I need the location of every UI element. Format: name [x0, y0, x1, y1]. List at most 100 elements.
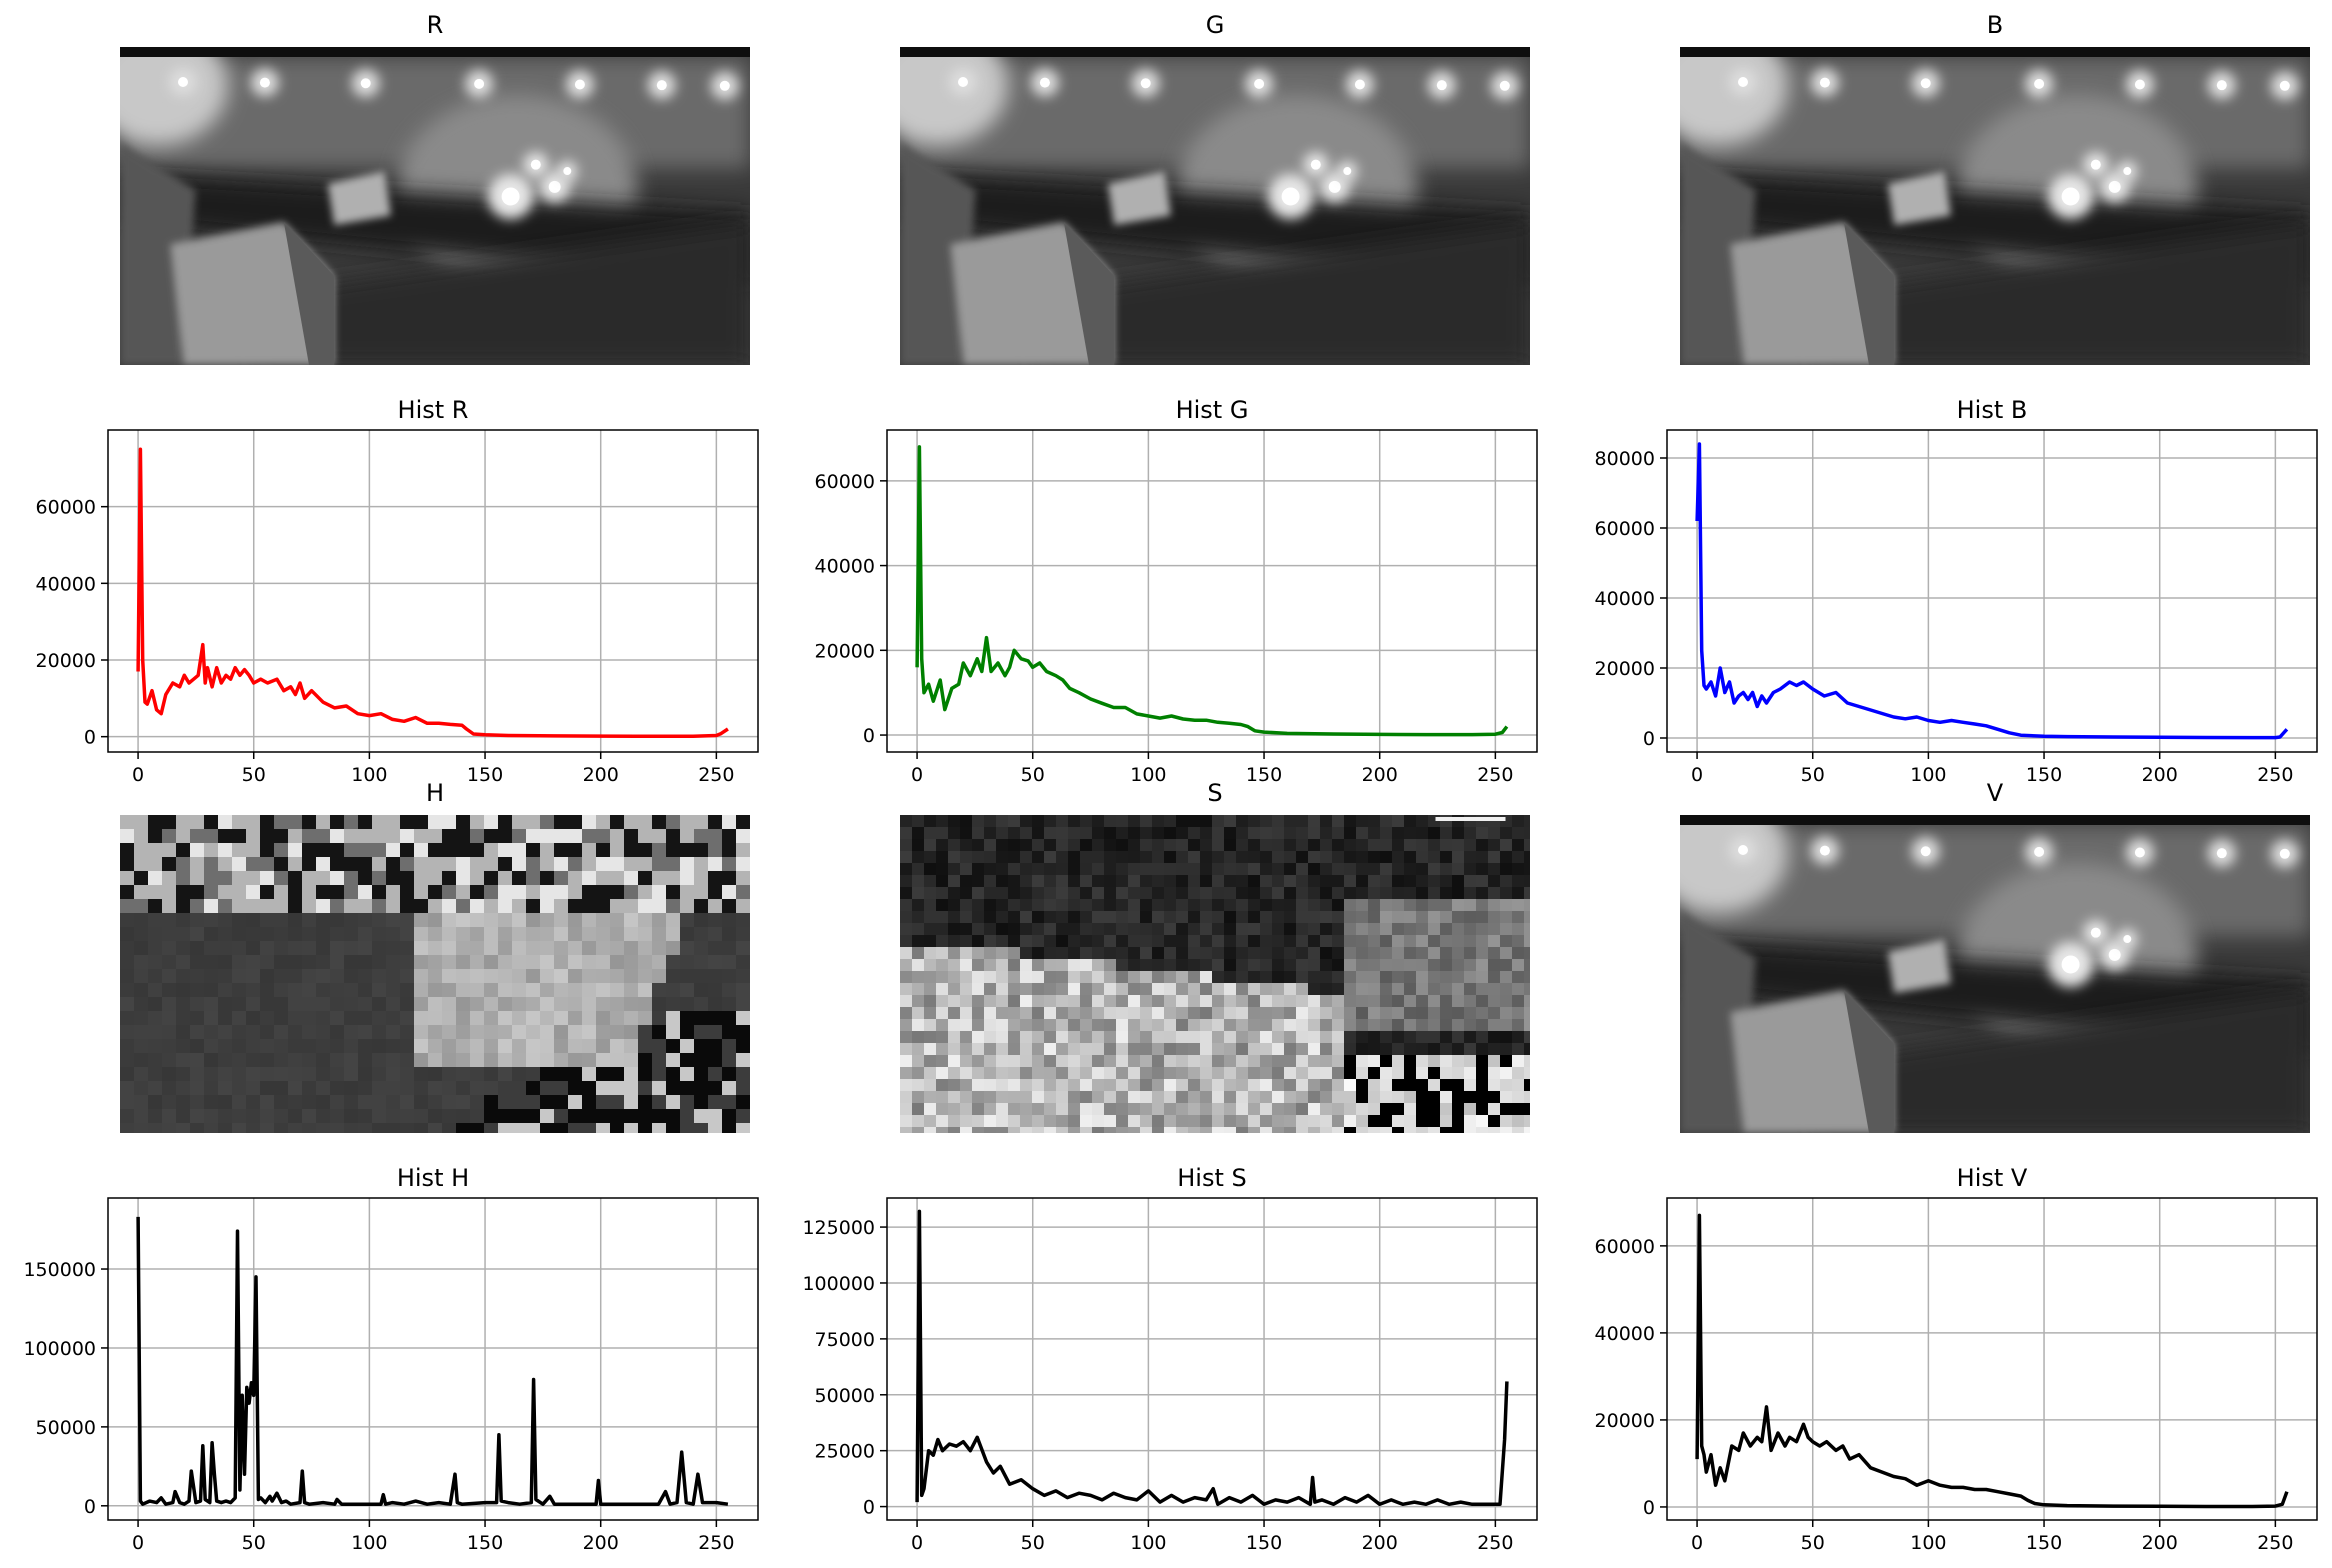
chart-title: Hist H — [397, 1164, 469, 1192]
x-tick-label: 200 — [2142, 764, 2178, 786]
x-tick-label: 150 — [1246, 1532, 1282, 1554]
y-tick-label: 0 — [84, 1496, 96, 1518]
x-tick-label: 150 — [467, 1532, 503, 1554]
axes-frame — [1666, 429, 2318, 753]
panel-g-image: G — [900, 11, 1530, 365]
y-tick-label: 40000 — [1595, 588, 1655, 610]
y-tick-label: 25000 — [815, 1441, 875, 1463]
panel-title: R — [427, 11, 444, 39]
panel-hist-b-chart: Hist B 0 50 100 150 200 250 0 20000 40000 60000 800… — [1595, 396, 2318, 786]
y-tick-label: 0 — [863, 725, 875, 747]
x-tick-label: 50 — [1021, 764, 1045, 786]
y-tick-label: 50000 — [815, 1385, 875, 1407]
panel-title: B — [1987, 11, 2003, 39]
y-tick-label: 0 — [1643, 1497, 1655, 1519]
x-tick-label: 100 — [1910, 1532, 1946, 1554]
panel-title: S — [1207, 779, 1222, 807]
panel-title: H — [426, 779, 444, 807]
chart-title: Hist B — [1957, 396, 2028, 424]
x-tick-label: 250 — [1477, 1532, 1513, 1554]
y-tick-label: 20000 — [1595, 658, 1655, 680]
axes-frame — [886, 429, 1538, 753]
x-tick-label: 250 — [698, 1532, 734, 1554]
axes-frame — [886, 1197, 1538, 1521]
y-tick-label: 50000 — [36, 1417, 96, 1439]
panel-b-image: B — [1680, 11, 2310, 365]
scene-b-image — [1680, 47, 2310, 365]
y-tick-label: 80000 — [1595, 448, 1655, 470]
chart-title: Hist V — [1957, 1164, 2028, 1192]
histogram-line-0 — [1695, 442, 2289, 740]
histogram-line-0 — [136, 1216, 729, 1506]
histogram-line-0 — [915, 1209, 1509, 1507]
panel-v-image: V — [1680, 779, 2310, 1133]
x-tick-label: 200 — [1362, 1532, 1398, 1554]
x-tick-label: 250 — [2257, 1532, 2293, 1554]
axes-frame — [1666, 1197, 2318, 1521]
x-tick-label: 150 — [1246, 764, 1282, 786]
y-tick-label: 150000 — [23, 1259, 96, 1281]
x-tick-label: 50 — [242, 1532, 266, 1554]
y-tick-label: 20000 — [36, 650, 96, 672]
panel-title: V — [1987, 779, 2004, 807]
x-tick-label: 0 — [911, 764, 923, 786]
panel-r-image: R — [120, 11, 750, 365]
histogram-line-0 — [915, 445, 1509, 737]
scene-v-image — [1680, 815, 2310, 1133]
chart-title: Hist R — [398, 396, 469, 424]
x-tick-label: 200 — [2142, 1532, 2178, 1554]
x-tick-label: 100 — [1910, 764, 1946, 786]
y-tick-label: 40000 — [1595, 1323, 1655, 1345]
x-tick-label: 200 — [583, 1532, 619, 1554]
x-tick-label: 250 — [698, 764, 734, 786]
x-tick-label: 100 — [1130, 1532, 1166, 1554]
x-tick-label: 0 — [132, 764, 144, 786]
saturation-channel-image — [900, 815, 1530, 1133]
histogram-line-0 — [1695, 1213, 2289, 1509]
panel-hist-r-chart: Hist R 0 50 100 150 200 250 0 20000 40000 60000 — [36, 396, 759, 786]
chart-title: Hist S — [1177, 1164, 1247, 1192]
x-tick-label: 50 — [1021, 1532, 1045, 1554]
x-tick-label: 50 — [242, 764, 266, 786]
panel-h-image: H — [120, 779, 750, 1133]
axes-frame — [107, 1197, 759, 1521]
scene-g-image — [900, 47, 1530, 365]
x-tick-label: 150 — [2026, 764, 2062, 786]
y-tick-label: 0 — [84, 727, 96, 749]
x-tick-label: 250 — [1477, 764, 1513, 786]
axes-frame — [107, 429, 759, 753]
y-tick-label: 20000 — [1595, 1410, 1655, 1432]
hue-channel-image — [120, 815, 750, 1133]
x-tick-label: 0 — [911, 1532, 923, 1554]
y-tick-label: 60000 — [1595, 518, 1655, 540]
y-tick-label: 0 — [863, 1497, 875, 1519]
x-tick-label: 0 — [1691, 764, 1703, 786]
x-tick-label: 150 — [467, 764, 503, 786]
y-tick-label: 0 — [1643, 728, 1655, 750]
y-tick-label: 40000 — [815, 556, 875, 578]
y-tick-label: 75000 — [815, 1329, 875, 1351]
x-tick-label: 200 — [1362, 764, 1398, 786]
panel-s-image: S — [900, 779, 1530, 1133]
panel-hist-g-chart: Hist G 0 50 100 150 200 250 0 20000 40000 60000 — [815, 396, 1538, 786]
x-tick-label: 100 — [351, 764, 387, 786]
panel-hist-s-chart: Hist S 0 50 100 150 200 250 0 25000 50000 75000 100… — [802, 1164, 1538, 1554]
x-tick-label: 50 — [1801, 764, 1825, 786]
x-tick-label: 100 — [1130, 764, 1166, 786]
x-tick-label: 0 — [132, 1532, 144, 1554]
y-tick-label: 125000 — [802, 1217, 875, 1239]
panel-hist-h-chart: Hist H 0 50 100 150 200 250 0 50000 100000 150000 — [23, 1164, 759, 1554]
y-tick-label: 40000 — [36, 573, 96, 595]
y-tick-label: 20000 — [815, 640, 875, 662]
panel-title: G — [1206, 11, 1225, 39]
y-tick-label: 60000 — [36, 497, 96, 519]
x-tick-label: 250 — [2257, 764, 2293, 786]
panel-hist-v-chart: Hist V 0 50 100 150 200 250 0 20000 40000 60000 — [1595, 1164, 2318, 1554]
x-tick-label: 200 — [583, 764, 619, 786]
histogram-line-0 — [136, 447, 729, 739]
chart-title: Hist G — [1176, 396, 1249, 424]
x-tick-label: 100 — [351, 1532, 387, 1554]
scene-r-image — [120, 47, 750, 365]
x-tick-label: 0 — [1691, 1532, 1703, 1554]
